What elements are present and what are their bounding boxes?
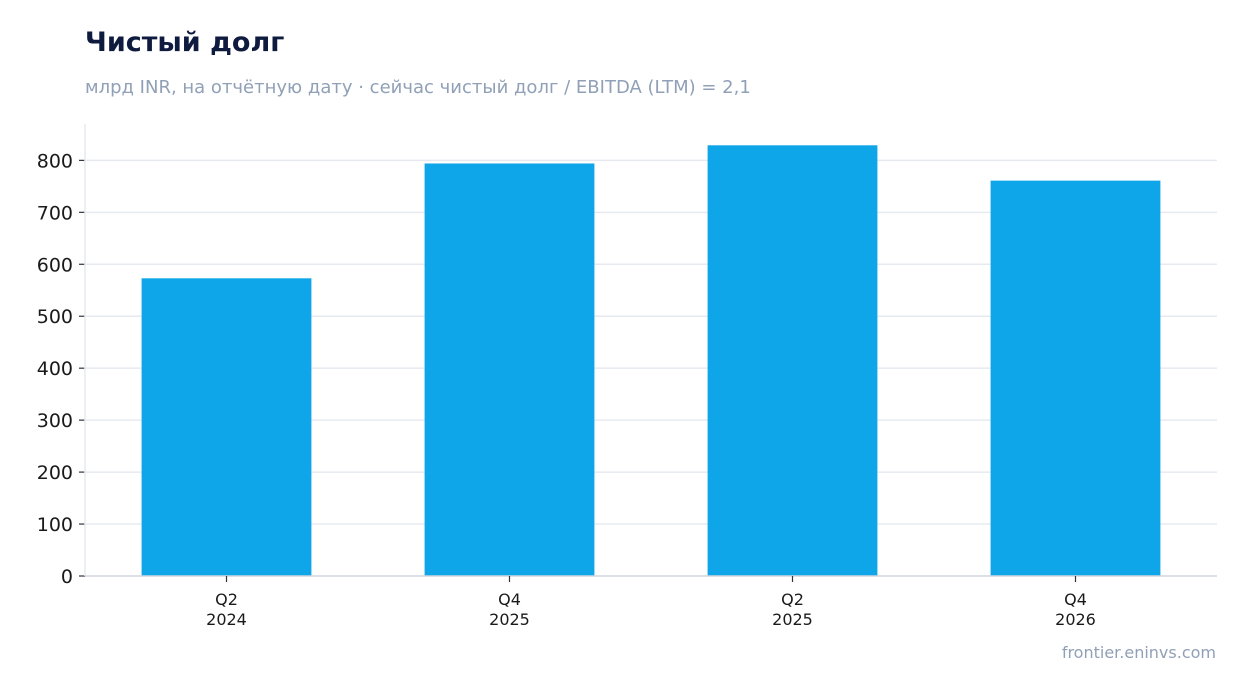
x-tick-label: 2024	[206, 610, 247, 629]
x-tick-label: 2026	[1055, 610, 1096, 629]
y-tick-label: 600	[37, 254, 73, 276]
x-tick-label: Q2	[781, 590, 804, 609]
bar	[424, 163, 595, 577]
bar	[707, 145, 878, 576]
y-tick-label: 800	[37, 150, 73, 172]
y-tick-label: 300	[37, 410, 73, 432]
x-tick-label: Q4	[498, 590, 521, 609]
x-tick-label: Q4	[1064, 590, 1087, 609]
y-tick-label: 700	[37, 202, 73, 224]
chart-title: Чистый долг	[85, 27, 285, 58]
chart-subtitle: млрд INR, на отчётную дату · сейчас чист…	[85, 77, 751, 98]
bars	[141, 145, 1161, 577]
y-tick-label: 200	[37, 462, 73, 484]
source-label: frontier.eninvs.com	[1061, 643, 1216, 662]
y-tick-label: 0	[61, 566, 73, 588]
y-tick-label: 100	[37, 514, 73, 536]
bar	[141, 278, 312, 576]
bar	[990, 180, 1161, 576]
axes: 0100200300400500600700800Q22024Q42025Q22…	[37, 124, 1217, 629]
y-tick-label: 400	[37, 358, 73, 380]
x-tick-label: 2025	[772, 610, 813, 629]
x-tick-label: 2025	[489, 610, 530, 629]
x-tick-label: Q2	[215, 590, 238, 609]
y-tick-label: 500	[37, 306, 73, 328]
